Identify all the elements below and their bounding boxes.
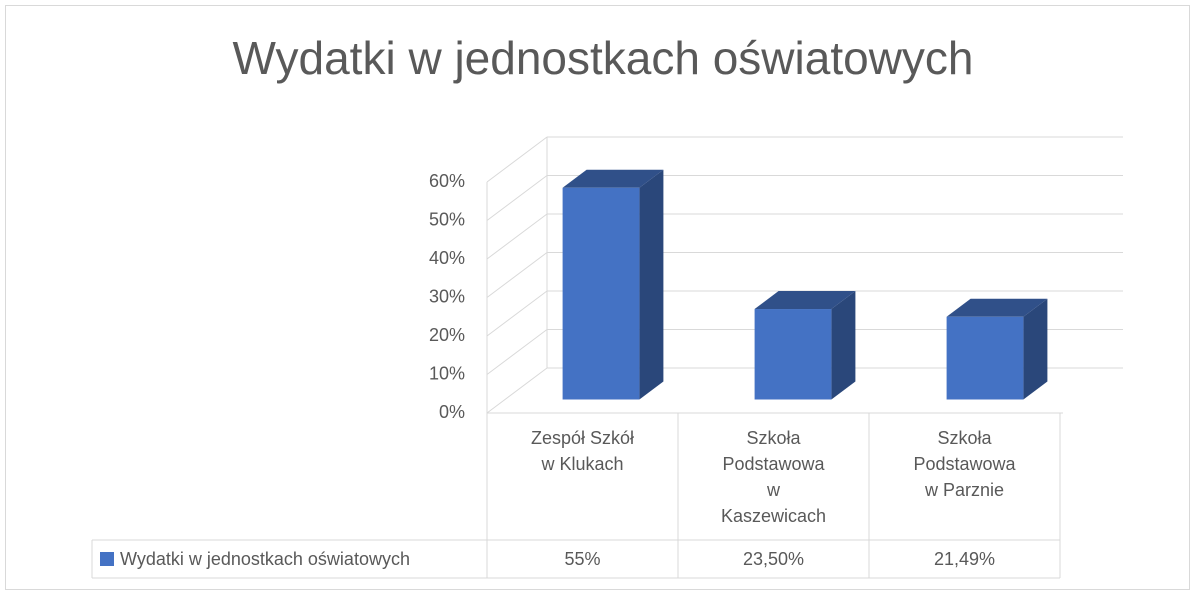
value-label: 21,49% (934, 549, 995, 569)
y-tick-label: 0% (439, 402, 465, 422)
grid-line (486, 136, 548, 183)
legend-label: Wydatki w jednostkach oświatowych (120, 549, 410, 569)
bar-side (1023, 298, 1048, 400)
x-tick-label: Szkoła Podstawowa w Kaszewicach (720, 428, 827, 526)
data-table: Zespół Szkół w Klukach Szkoła Podstawowa … (91, 413, 1061, 579)
x-tick-label: Zespół Szkół w Klukach (530, 428, 635, 474)
category-cell: Zespół Szkół w Klukach (530, 428, 635, 474)
grid-line (486, 329, 548, 375)
category-cell: Szkoła Podstawowa w Kaszewicach (720, 428, 827, 526)
bar-top (946, 298, 1048, 317)
bar-top (562, 169, 664, 188)
grid-line (486, 175, 548, 221)
grid-line (486, 367, 548, 414)
value-label: 23,50% (743, 549, 804, 569)
y-tick-label: 10% (429, 363, 465, 383)
bar (946, 316, 1024, 400)
value-label: 55% (564, 549, 600, 569)
grid-line (486, 290, 548, 337)
chart-title: Wydatki w jednostkach oświatowych (232, 32, 973, 84)
bar (562, 187, 640, 400)
y-tick-label: 20% (429, 325, 465, 345)
bars (562, 169, 1048, 400)
bar-side (831, 291, 856, 400)
category-cell: Szkoła Podstawowa w Parznie (913, 428, 1016, 500)
y-tick-label: 50% (429, 209, 465, 229)
y-tick-label: 40% (429, 248, 465, 268)
bar (754, 309, 832, 400)
y-tick-label: 60% (429, 171, 465, 191)
bar-top (754, 291, 856, 310)
bar-side (639, 169, 664, 400)
legend-swatch (100, 552, 114, 566)
x-tick-label: Szkoła Podstawowa w Parznie (913, 428, 1016, 500)
grid-line (486, 252, 548, 298)
y-tick-label: 30% (429, 286, 465, 306)
grid-line (486, 213, 548, 260)
